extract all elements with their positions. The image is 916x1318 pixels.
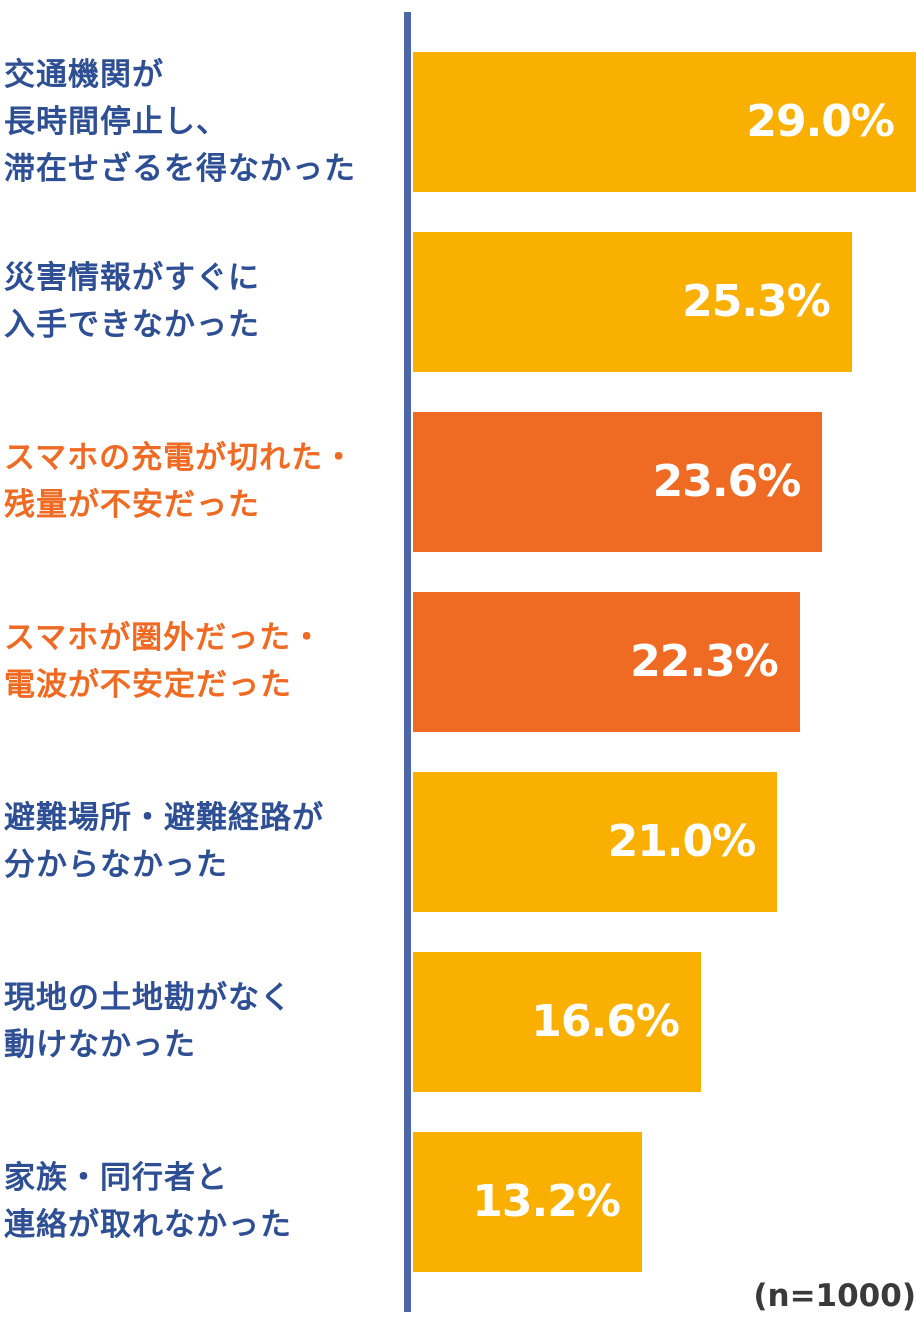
bar: 16.6% [413,952,701,1092]
category-label: スマホが圏外だった・ 電波が不安定だった [4,620,324,703]
bar-value-label: 13.2% [472,1176,621,1227]
category-label: 避難場所・避難経路が 分からなかった [4,800,324,883]
bar: 29.0% [413,52,916,192]
category-label: スマホの充電が切れた・ 残量が不安だった [4,440,356,523]
category-label: 家族・同行者と 連絡が取れなかった [4,1160,292,1243]
bar: 13.2% [413,1132,642,1272]
bar: 25.3% [413,232,852,372]
bar-value-label: 21.0% [607,816,757,867]
bar: 21.0% [413,772,778,912]
bar-value-label: 22.3% [630,636,779,687]
bar-value-label: 25.3% [682,276,831,327]
category-label: 災害情報がすぐに 入手できなかった [4,260,260,343]
axis-line [404,12,411,1312]
bar-value-label: 23.6% [652,456,802,507]
bar: 22.3% [413,592,800,732]
sample-size-note: (n=1000) [753,1278,916,1314]
bar: 23.6% [413,412,823,552]
category-label: 交通機関が 長時間停止し、 滞在せざるを得なかった [4,56,356,187]
bar-value-label: 29.0% [746,96,895,147]
category-label: 現地の土地勘がなく 動けなかった [4,980,292,1063]
bar-value-label: 16.6% [531,996,680,1047]
